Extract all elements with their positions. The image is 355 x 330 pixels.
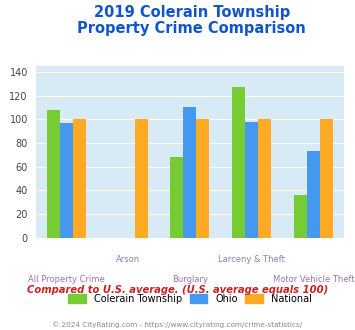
Text: Motor Vehicle Theft: Motor Vehicle Theft [273,275,354,284]
Bar [232,87,245,238]
Bar [73,119,86,238]
Text: Arson: Arson [116,255,140,264]
Bar [184,108,196,238]
Text: 2019 Colerain Township: 2019 Colerain Township [94,5,290,20]
Bar [196,119,209,238]
Text: Burglary: Burglary [172,275,208,284]
Bar [258,119,271,238]
Bar [170,157,184,238]
Bar [135,119,148,238]
Text: © 2024 CityRating.com - https://www.cityrating.com/crime-statistics/: © 2024 CityRating.com - https://www.city… [53,322,302,328]
Text: Property Crime Comparison: Property Crime Comparison [77,21,306,36]
Legend: Colerain Township, Ohio, National: Colerain Township, Ohio, National [69,294,311,304]
Bar [307,151,320,238]
Bar [320,119,333,238]
Text: Compared to U.S. average. (U.S. average equals 100): Compared to U.S. average. (U.S. average … [27,285,328,295]
Bar [245,122,258,238]
Bar [60,123,73,238]
Text: All Property Crime: All Property Crime [28,275,105,284]
Text: Larceny & Theft: Larceny & Theft [218,255,285,264]
Bar [47,110,60,238]
Bar [294,195,307,238]
